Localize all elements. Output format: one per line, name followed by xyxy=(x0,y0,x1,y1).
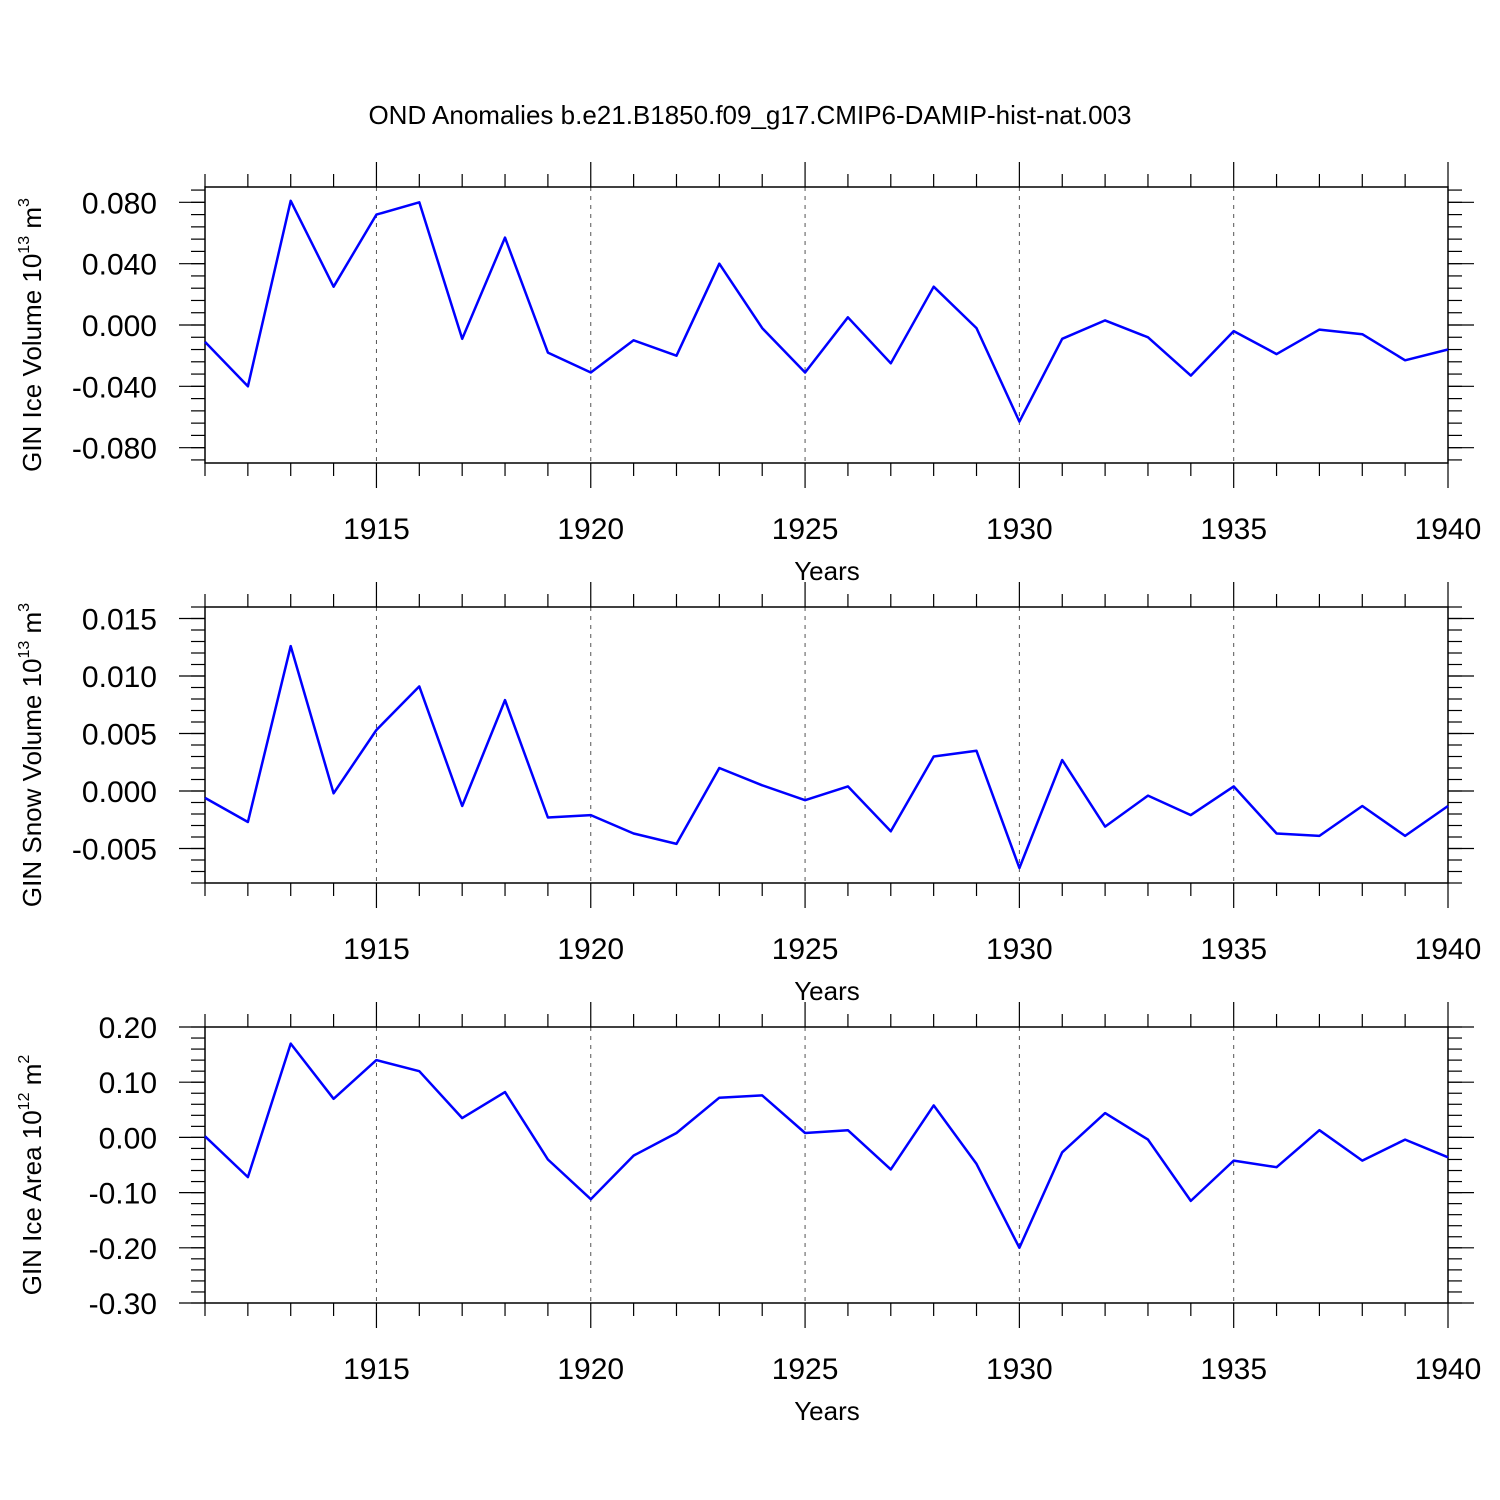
y-tick-label: 0.010 xyxy=(82,661,157,694)
x-tick-label: 1940 xyxy=(1415,933,1482,966)
x-tick-label: 1915 xyxy=(343,513,410,546)
y-axis-label: GIN Snow Volume 1013 m3 xyxy=(16,603,47,907)
x-tick-label: 1940 xyxy=(1415,1353,1482,1386)
y-tick-label: -0.20 xyxy=(89,1233,157,1266)
panel-1: 0.080 0.040 0.000 -0.040 -0.080 1915 1920 1925 1… xyxy=(16,162,1481,586)
y-tick-label: 0.000 xyxy=(82,310,157,343)
y-tick-label: -0.10 xyxy=(89,1178,157,1211)
plot-frame xyxy=(204,1026,1449,1304)
y-tick-label: -0.30 xyxy=(89,1288,157,1321)
y-axis-label: GIN Ice Volume 1013 m3 xyxy=(16,198,47,472)
y-tick-label: 0.040 xyxy=(82,249,157,282)
x-tick-label: 1925 xyxy=(772,933,839,966)
series-line xyxy=(204,1042,1449,1250)
y-tick-label: -0.080 xyxy=(72,433,157,466)
panel-2: 0.015 0.010 0.005 0.000 -0.005 1915 1920 1925 19… xyxy=(16,582,1481,1006)
x-tick-label: 1920 xyxy=(557,933,624,966)
x-tick-label: 1925 xyxy=(772,1353,839,1386)
plot-frame xyxy=(204,186,1449,464)
y-tick-label: 0.20 xyxy=(99,1012,157,1045)
y-tick-label: 0.080 xyxy=(82,187,157,220)
y-tick-label: -0.005 xyxy=(72,834,157,867)
x-tick-label: 1920 xyxy=(557,1353,624,1386)
y-tick-label: 0.00 xyxy=(99,1122,157,1155)
x-tick-label: 1925 xyxy=(772,513,839,546)
y-tick-label: 0.10 xyxy=(99,1067,157,1100)
y-tick-label: 0.015 xyxy=(82,604,157,637)
x-tick-label: 1930 xyxy=(986,1353,1053,1386)
y-tick-label: 0.000 xyxy=(82,776,157,809)
x-tick-label: 1915 xyxy=(343,1353,410,1386)
x-tick-label: 1915 xyxy=(343,933,410,966)
x-tick-label: 1935 xyxy=(1200,1353,1267,1386)
y-tick-label: -0.040 xyxy=(72,371,157,404)
x-tick-label: 1930 xyxy=(986,933,1053,966)
x-axis-label: Years xyxy=(794,556,860,586)
panel-3: 0.20 0.10 0.00 -0.10 -0.20 -0.30 1915 1920 1925 1… xyxy=(16,1002,1481,1426)
x-axis-label: Years xyxy=(794,976,860,1006)
series-line xyxy=(204,199,1449,423)
chart-title: OND Anomalies b.e21.B1850.f09_g17.CMIP6-… xyxy=(368,100,1131,130)
y-tick-label: 0.005 xyxy=(82,719,157,752)
x-tick-label: 1930 xyxy=(986,513,1053,546)
y-axis-label: GIN Ice Area 1012 m2 xyxy=(16,1055,47,1296)
x-tick-label: 1935 xyxy=(1200,933,1267,966)
x-tick-label: 1940 xyxy=(1415,513,1482,546)
x-tick-label: 1920 xyxy=(557,513,624,546)
plot-frame xyxy=(204,606,1449,884)
panels: 0.080 0.040 0.000 -0.040 -0.080 1915 1920 1925 1… xyxy=(16,162,1481,1426)
series-line xyxy=(204,644,1449,870)
x-axis-label: Years xyxy=(794,1396,860,1426)
x-tick-label: 1935 xyxy=(1200,513,1267,546)
